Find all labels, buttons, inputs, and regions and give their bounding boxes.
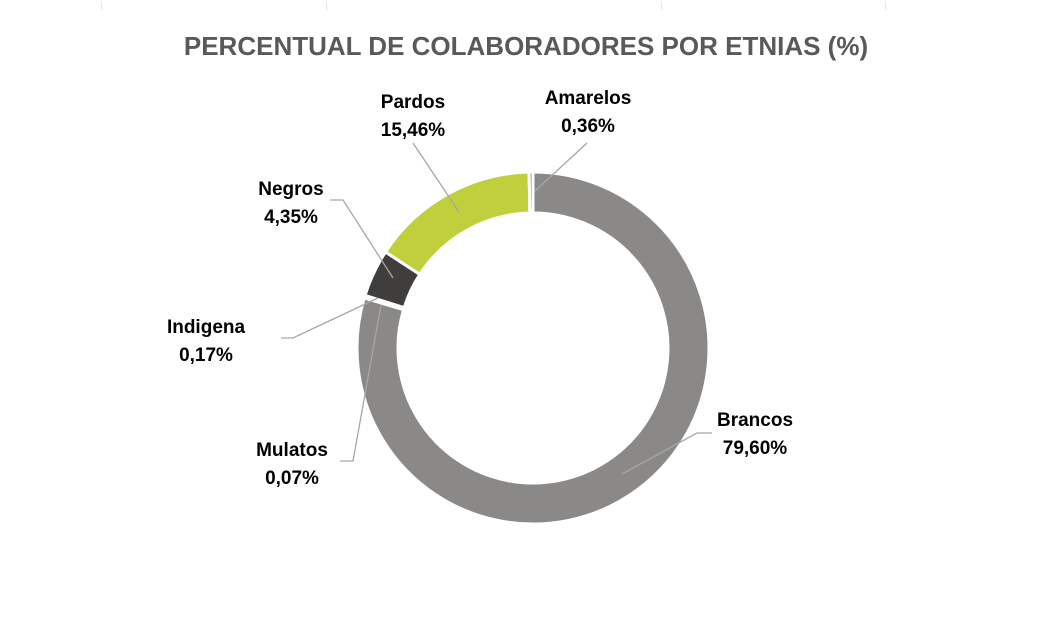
leader-mulatos: [340, 304, 382, 462]
slice-brancos: [355, 170, 711, 526]
label-name-indigena: Indigena: [167, 317, 246, 338]
label-name-brancos: Brancos: [717, 410, 793, 431]
label-value-mulatos: 0,07%: [265, 468, 319, 489]
slice-pardos: [383, 170, 532, 277]
label-name-amarelos: Amarelos: [545, 88, 632, 109]
label-value-brancos: 79,60%: [723, 438, 788, 459]
label-value-pardos: 15,46%: [381, 120, 446, 141]
slice-amarelos: [527, 170, 535, 215]
label-value-negros: 4,35%: [264, 207, 318, 228]
label-name-pardos: Pardos: [381, 92, 445, 113]
leader-amarelos: [534, 142, 588, 192]
top-border: [100, 0, 887, 11]
leader-lines: [281, 142, 712, 475]
label-value-indigena: 0,17%: [179, 345, 233, 366]
slice-labels: Brancos 79,60% Mulatos 0,07% Indigena 0,17% Ne…: [167, 88, 793, 489]
leader-pardos: [412, 142, 460, 213]
label-value-amarelos: 0,36%: [561, 116, 615, 137]
leader-negros: [330, 199, 394, 279]
chart-title: PERCENTUAL DE COLABORADORES POR ETNIAS (…: [184, 31, 868, 61]
donut-slices: [355, 170, 711, 526]
label-name-mulatos: Mulatos: [256, 440, 328, 461]
label-name-negros: Negros: [258, 179, 323, 200]
leader-brancos: [621, 432, 712, 475]
leader-indigena: [281, 297, 379, 339]
